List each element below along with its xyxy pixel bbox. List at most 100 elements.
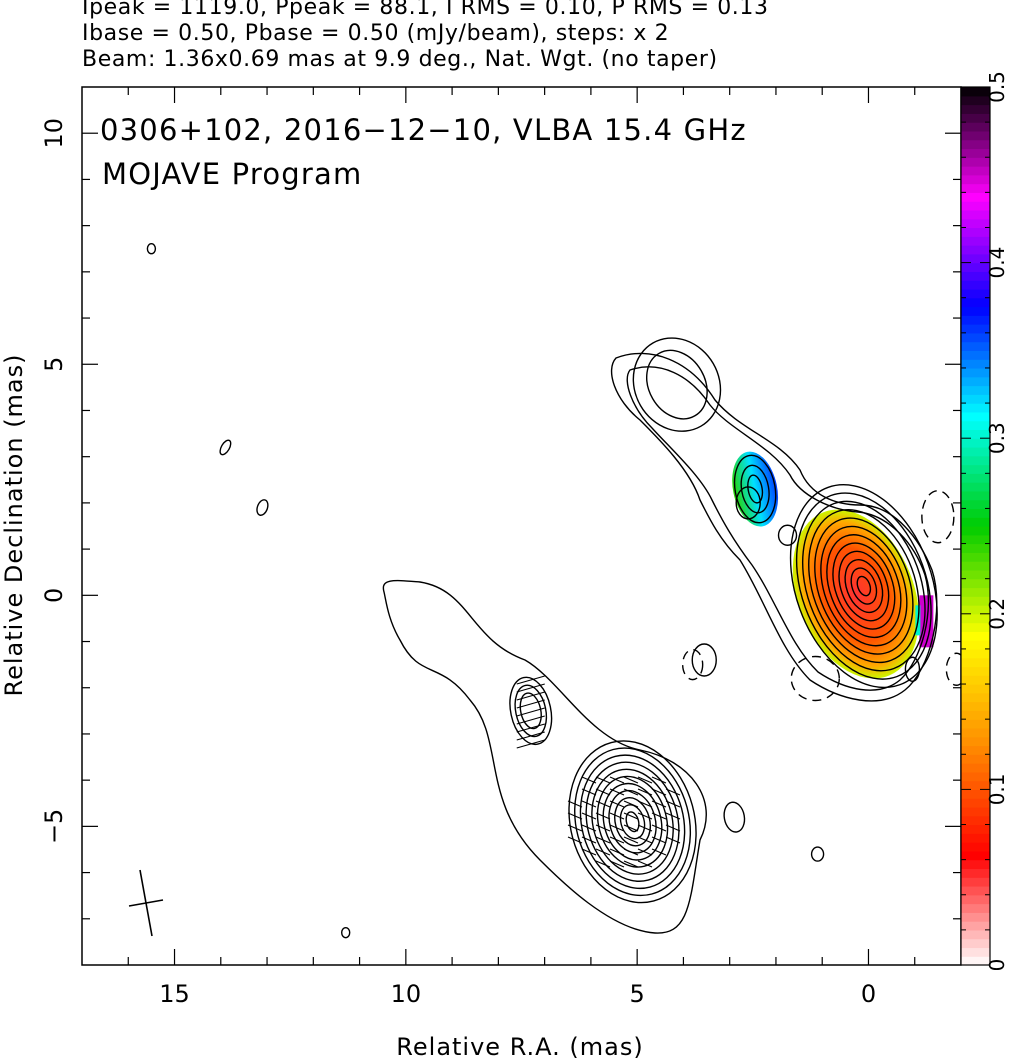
colorbar-band — [961, 938, 990, 949]
evpa-tick — [609, 788, 625, 796]
evpa-tick — [581, 848, 597, 856]
colorbar-band — [961, 692, 990, 703]
colorbar-band — [961, 280, 990, 290]
evpa-tick — [651, 788, 667, 796]
evpa-tick — [595, 824, 611, 832]
colorbar-band — [961, 157, 990, 167]
colorbar-band — [961, 394, 990, 404]
evpa-tick — [567, 836, 583, 844]
middle-contours-level — [519, 692, 542, 730]
upper-contours-level — [632, 337, 722, 432]
small-contour — [723, 801, 746, 833]
evpa-tick — [567, 824, 583, 832]
core-pol-blob — [792, 509, 919, 679]
envelope-contour — [382, 579, 707, 934]
header-line-1: Ipeak = 1119.0, Ppeak = 88.1, I RMS = 0.… — [82, 0, 769, 20]
colorbar-band — [961, 166, 990, 176]
colorbar-band — [961, 798, 990, 808]
core-contours — [789, 484, 938, 689]
negative-contour — [681, 648, 704, 681]
colorbar-band — [961, 727, 990, 738]
colorbar-band — [961, 455, 990, 466]
y-tick-label: −5 — [40, 809, 68, 844]
colorbar-band — [961, 850, 990, 861]
evpa-tick — [609, 812, 625, 820]
core-contours-level — [850, 567, 878, 605]
colorbar-band — [961, 613, 990, 624]
colorbar-tick-label: 0.3 — [985, 422, 1009, 454]
colorbar-band — [961, 139, 990, 150]
core-contours-level — [826, 534, 902, 639]
colorbar-band — [961, 947, 990, 957]
colorbar-band — [961, 877, 990, 887]
core-contours-level — [832, 542, 896, 630]
evpa-tick — [595, 848, 611, 856]
core-contours-level — [801, 500, 926, 672]
evpa-tick — [609, 860, 625, 868]
colorbar-band — [961, 859, 990, 870]
lower-contours — [568, 740, 697, 904]
upper-contours — [632, 337, 722, 432]
evpa-tick — [595, 860, 611, 868]
evpa-tick — [516, 723, 545, 733]
y-axis-label: Relative Declination (mas) — [0, 353, 28, 696]
evpa-tick — [609, 800, 625, 808]
colorbar-band — [961, 789, 990, 799]
inner-contours-level — [740, 464, 770, 514]
colorbar-band — [961, 552, 990, 562]
evpa-tick — [651, 836, 667, 844]
small-contour — [341, 926, 351, 939]
colorbar-band — [961, 675, 990, 685]
colorbar-band — [961, 253, 990, 264]
colorbar-band — [961, 122, 990, 132]
colorbar-band — [961, 359, 990, 369]
inner-contours — [733, 454, 777, 524]
core-contours-level — [789, 484, 938, 689]
colorbar-band — [961, 771, 990, 782]
colorbar-band — [961, 87, 990, 97]
evpa-tick — [516, 731, 545, 741]
colorbar-band — [961, 736, 990, 747]
colorbar-band — [961, 631, 990, 641]
small-contour — [777, 524, 798, 546]
x-axis-label: Relative R.A. (mas) — [396, 1033, 643, 1060]
colorbar-band — [961, 324, 990, 334]
evpa-tick — [581, 776, 597, 784]
colorbar-tick-label: 0.4 — [985, 247, 1009, 279]
core-contours-level — [808, 509, 920, 664]
colorbar-band — [961, 262, 990, 272]
lower-contours-level — [585, 761, 680, 882]
colorbar-band — [961, 429, 990, 439]
core-contours-level — [844, 559, 884, 614]
colorbar-band — [961, 420, 990, 431]
colorbar-band — [961, 315, 990, 325]
negative-contour — [921, 490, 955, 544]
colorbar-band — [961, 473, 990, 483]
colorbar-band — [961, 464, 990, 474]
core-contours-level — [814, 517, 914, 655]
lower-contours-level — [579, 754, 686, 890]
small-contour — [735, 486, 761, 520]
colorbar-band — [961, 824, 990, 834]
small-contour — [904, 656, 921, 682]
lower-contours-level — [619, 804, 646, 840]
evpa-tick — [595, 800, 611, 808]
colorbar-band — [961, 385, 990, 395]
colorbar-band — [961, 508, 990, 518]
colorbar-tick-label: 0 — [985, 959, 1009, 972]
colorbar-band — [961, 192, 990, 202]
beam-minor-axis — [128, 899, 164, 907]
colorbar-band — [961, 367, 990, 378]
colorbar-band — [961, 341, 990, 351]
colorbar-band — [961, 209, 990, 220]
colorbar-band — [961, 719, 990, 729]
evpa-tick — [581, 824, 597, 832]
small-contour — [691, 643, 717, 677]
inner-contours-level — [747, 474, 764, 504]
evpa-tick — [595, 812, 611, 820]
colorbar-band — [961, 104, 990, 114]
colorbar-band — [961, 534, 990, 545]
colorbar-band — [961, 648, 990, 659]
middle-contours-level — [514, 684, 548, 738]
colorbar-band — [961, 587, 990, 597]
